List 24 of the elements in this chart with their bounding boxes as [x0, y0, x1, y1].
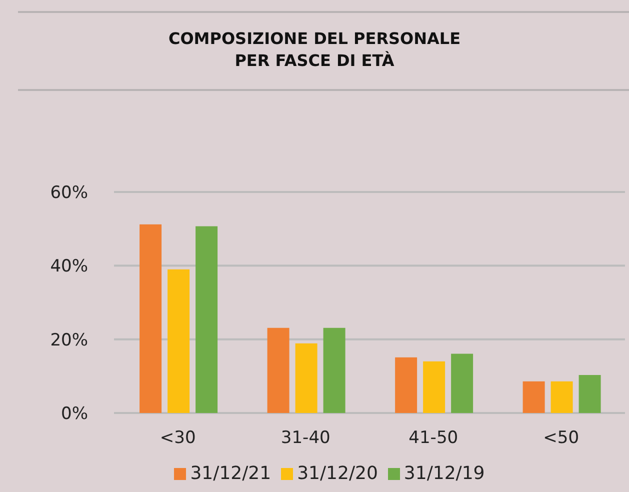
bar: [522, 381, 545, 413]
x-tick-label: <50: [543, 428, 580, 448]
x-tick-label: 31-40: [280, 428, 330, 448]
bar: [451, 354, 474, 413]
bar: [295, 343, 318, 413]
y-tick-label: 60%: [50, 183, 88, 204]
bar: [196, 226, 218, 413]
legend-label: 31/12/19: [404, 463, 485, 484]
bar: [578, 375, 601, 413]
bar: [140, 224, 162, 413]
bar: [550, 381, 573, 413]
y-tick-label: 40%: [50, 256, 88, 277]
legend-label: 31/12/20: [297, 463, 378, 484]
x-tick-label: <30: [160, 428, 196, 448]
x-tick-label: 41-50: [408, 428, 458, 448]
bar: [395, 357, 418, 413]
bar: [423, 361, 446, 413]
y-tick-label: 0%: [61, 404, 88, 424]
legend-label: 31/12/21: [190, 463, 272, 484]
bar: [267, 328, 290, 413]
chart-title: COMPOSIZIONE DEL PERSONALE PER FASCE DI ETÀ: [167, 28, 462, 72]
y-tick-label: 20%: [50, 330, 88, 350]
bar: [168, 269, 190, 413]
bar: [323, 328, 346, 413]
